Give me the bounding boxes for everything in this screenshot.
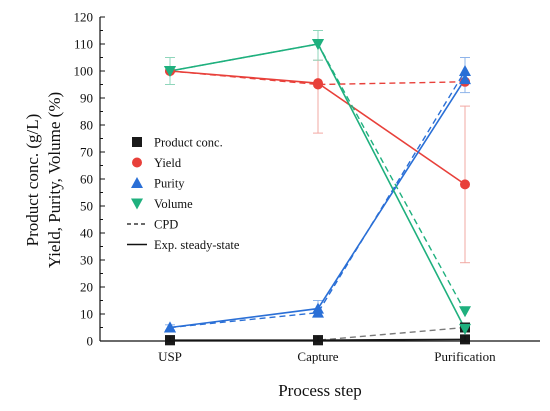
volume-steady-state-point	[459, 323, 471, 335]
y-tick-label: 110	[74, 37, 93, 52]
purity-steady-state-point	[164, 321, 176, 333]
yield-steady-state-point	[313, 78, 323, 89]
legend-marker	[132, 157, 142, 168]
legend-marker	[132, 137, 142, 147]
legend-label: Volume	[154, 197, 193, 211]
y-tick-label: 30	[80, 253, 93, 268]
volume-steady-state-point	[164, 66, 176, 77]
y-axis-title: Product conc. (g/L)	[23, 114, 42, 247]
legend-label: CPD	[154, 218, 178, 232]
error-bars	[165, 30, 470, 331]
y-tick-label: 20	[80, 280, 93, 295]
legend: Product conc. Yield Purity Volume CPD Exp. st…	[127, 136, 240, 252]
y-tick-label: 80	[80, 118, 93, 133]
series-markers	[164, 39, 471, 346]
y-tick-label: 60	[80, 172, 93, 187]
legend-label: Yield	[154, 156, 182, 170]
yield-error-bar	[313, 59, 323, 134]
purity-steady-state-point	[312, 302, 324, 314]
y-tick-label: 40	[80, 226, 93, 241]
x-axis-title: Process step	[278, 381, 362, 400]
purity-cpd-point	[459, 65, 471, 76]
purity-steady-state-point	[459, 73, 471, 85]
legend-label: Exp. steady-state	[154, 238, 240, 252]
volume-cpd-point	[459, 306, 471, 318]
y-tick-label: 0	[87, 334, 94, 349]
volume-steady-state-point	[312, 39, 324, 50]
y-axis-title: Yield, Purity, Volume (%)	[45, 92, 64, 268]
x-tick-label: USP	[158, 349, 182, 364]
legend-marker	[131, 198, 143, 210]
yield-steady-state-point	[460, 179, 470, 190]
y-tick-label: 50	[80, 199, 93, 214]
legend-label: Product conc.	[154, 136, 223, 150]
x-tick-label: Purification	[434, 349, 496, 364]
y-tick-label: 70	[80, 145, 93, 160]
x-tick-label: Capture	[297, 349, 338, 364]
axes: 0 10 20 30 40 50 60 70 80 90 100 110 120 USP Capture Pu…	[23, 10, 540, 400]
y-tick-label: 10	[80, 307, 93, 322]
y-tick-label: 120	[74, 10, 94, 25]
legend-marker	[131, 177, 143, 188]
legend-label: Purity	[154, 177, 185, 191]
y-tick-label: 90	[80, 91, 93, 106]
y-tick-label: 100	[74, 64, 94, 79]
